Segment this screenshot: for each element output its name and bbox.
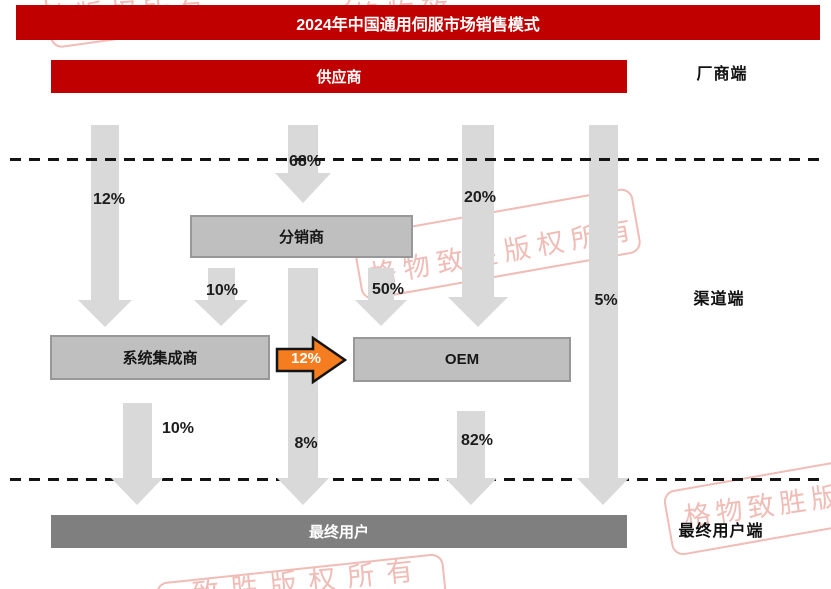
flow-label-distributor-to-oem: 50% xyxy=(371,281,405,298)
flow-supplier-to-distributor-head xyxy=(275,173,331,203)
diagram-title: 2024年中国通用伺服市场销售模式 xyxy=(296,16,540,34)
flow-distributor-to-enduser-head xyxy=(277,478,329,505)
node-supplier: 供应商 xyxy=(51,60,627,93)
diagram-title-bar: 2024年中国通用伺服市场销售模式 xyxy=(16,5,820,40)
divider-channel-enduser xyxy=(10,478,822,481)
node-system-integrator-label: 系统集成商 xyxy=(122,350,198,367)
flow-supplier-to-oem-head xyxy=(448,297,508,327)
node-supplier-label: 供应商 xyxy=(316,69,362,86)
flow-supplier-to-enduser-band xyxy=(589,125,618,478)
flow-label-distributor-to-integrator: 10% xyxy=(205,282,239,299)
flow-integrator-to-enduser-band xyxy=(123,403,152,478)
flow-distributor-to-integrator-head xyxy=(194,300,248,326)
node-end-user-label: 最终用户 xyxy=(308,524,369,541)
flow-distributor-to-oem-band xyxy=(368,268,394,300)
flow-label-supplier-to-enduser: 5% xyxy=(594,292,618,309)
flow-supplier-to-oem-band xyxy=(462,125,494,297)
node-end-user: 最终用户 xyxy=(51,515,627,548)
flow-distributor-to-oem-head xyxy=(355,300,407,326)
flow-label-supplier-to-integrator: 12% xyxy=(92,191,126,208)
flow-integrator-to-oem-arrow xyxy=(275,335,348,385)
flow-label-oem-to-enduser: 82% xyxy=(460,432,494,449)
divider-manufacturer-channel xyxy=(10,158,822,161)
node-distributor-label: 分销商 xyxy=(278,229,324,246)
flow-supplier-to-distributor-band xyxy=(288,125,318,173)
flow-distributor-to-integrator-band xyxy=(208,268,235,300)
node-oem: OEM xyxy=(353,337,571,382)
node-distributor: 分销商 xyxy=(190,215,413,258)
right-arrow-icon xyxy=(275,335,348,385)
watermark-text-bottom-center: 致胜版权所有 xyxy=(190,554,427,589)
flow-oem-to-enduser-band xyxy=(457,411,485,478)
flow-supplier-to-integrator-band xyxy=(91,125,119,300)
tier-label-manufacturer: 厂商端 xyxy=(696,66,748,83)
flow-supplier-to-enduser-head xyxy=(577,478,629,505)
flow-label-distributor-to-enduser: 8% xyxy=(294,435,318,452)
tier-label-end-user: 最终用户端 xyxy=(678,523,764,540)
flow-label-integrator-to-enduser: 10% xyxy=(161,420,195,437)
node-oem-label: OEM xyxy=(444,351,480,368)
flow-supplier-to-integrator-head xyxy=(78,300,132,327)
node-system-integrator: 系统集成商 xyxy=(50,335,270,380)
flow-label-integrator-to-oem: 12% xyxy=(290,350,322,367)
tier-label-channel: 渠道端 xyxy=(693,291,745,308)
flow-label-supplier-to-distributor: 68% xyxy=(288,153,322,170)
flow-oem-to-enduser-head xyxy=(445,478,497,505)
flow-label-supplier-to-oem: 20% xyxy=(463,189,497,206)
flow-integrator-to-enduser-head xyxy=(111,478,163,505)
